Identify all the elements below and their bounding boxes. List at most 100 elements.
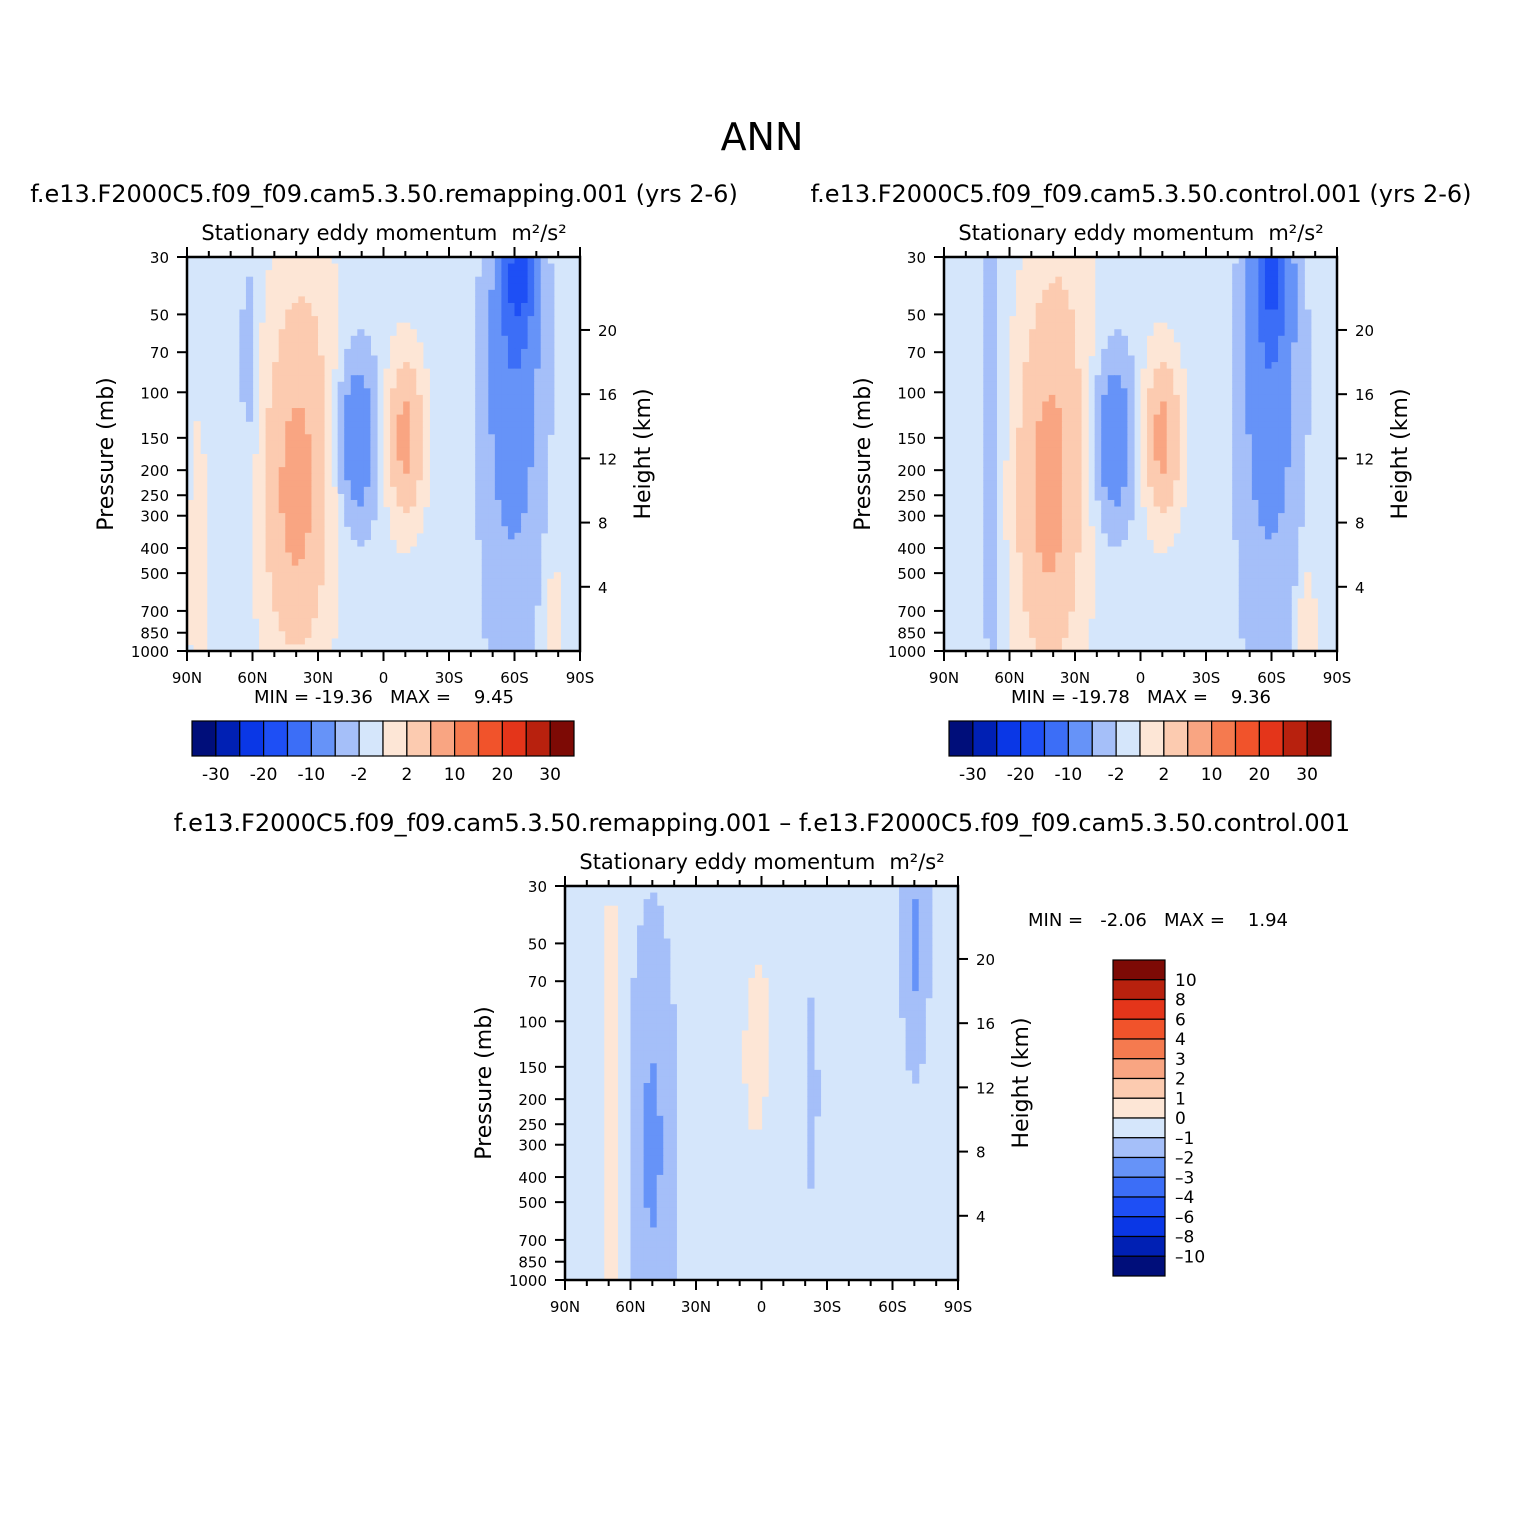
field-cell xyxy=(1061,506,1070,514)
field-cell xyxy=(1271,532,1279,540)
field-cell xyxy=(298,559,306,567)
field-cell xyxy=(1068,257,1076,265)
field-cell xyxy=(311,631,319,639)
field-cell xyxy=(1238,467,1246,475)
field-cell xyxy=(507,342,516,350)
field-cell xyxy=(1029,401,1037,409)
field-cell xyxy=(912,1063,920,1071)
field-cell xyxy=(291,644,299,651)
field-cell xyxy=(912,1017,920,1025)
field-cell xyxy=(899,918,907,926)
field-cell xyxy=(501,598,509,606)
field-cell xyxy=(1061,480,1070,488)
field-cell xyxy=(534,460,542,468)
field-cell xyxy=(252,578,260,586)
field-cell xyxy=(1278,408,1286,416)
field-cell xyxy=(983,480,991,488)
field-cell xyxy=(501,368,509,376)
field-cell xyxy=(1101,348,1109,357)
field-cell xyxy=(1055,513,1063,521)
field-cell xyxy=(521,605,529,613)
field-cell xyxy=(383,427,391,435)
field-cell xyxy=(663,1115,671,1123)
field-cell xyxy=(370,454,378,462)
field-cell xyxy=(983,519,991,527)
field-cell xyxy=(656,1122,664,1130)
field-cell xyxy=(1291,302,1299,311)
field-cell xyxy=(989,493,997,501)
field-cell xyxy=(265,296,273,304)
field-cell xyxy=(298,302,306,311)
field-cell xyxy=(272,322,280,330)
field-cell xyxy=(663,991,671,999)
field-cell xyxy=(311,454,319,462)
field-cell xyxy=(656,984,664,992)
field-cell xyxy=(1081,519,1089,527)
field-cell xyxy=(1009,440,1017,449)
field-cell xyxy=(494,329,502,337)
field-cell xyxy=(656,918,664,926)
field-cell xyxy=(259,578,267,586)
field-cell xyxy=(291,565,299,573)
field-cell xyxy=(656,1260,664,1268)
field-cell xyxy=(1094,467,1102,475)
field-cell xyxy=(1160,388,1168,396)
field-cell xyxy=(304,302,313,311)
field-cell xyxy=(637,1109,645,1117)
field-cell xyxy=(488,427,496,435)
field-cell xyxy=(475,454,483,462)
field-cell xyxy=(761,1004,769,1012)
field-cell xyxy=(637,1128,645,1137)
field-cell xyxy=(1147,394,1155,403)
field-cell xyxy=(604,905,612,913)
field-cell xyxy=(521,611,529,619)
colorbar-swatch xyxy=(239,720,265,757)
field-cell xyxy=(912,984,920,992)
field-cell xyxy=(324,381,332,389)
field-cell xyxy=(1055,316,1063,324)
field-cell xyxy=(656,1076,664,1084)
field-cell xyxy=(1081,270,1089,278)
field-cell xyxy=(475,467,483,475)
field-cell xyxy=(1284,394,1292,403)
field-cell xyxy=(272,388,280,396)
field-cell xyxy=(1029,408,1037,416)
field-cell xyxy=(1284,499,1292,508)
field-cell xyxy=(983,322,991,330)
field-cell xyxy=(1114,434,1122,442)
field-cell xyxy=(1258,454,1266,462)
field-cell xyxy=(291,362,299,370)
field-cell xyxy=(1081,257,1089,265)
field-cell xyxy=(1278,499,1286,508)
colorbar-swatch xyxy=(1020,720,1046,757)
field-cell xyxy=(265,427,273,435)
field-cell xyxy=(1022,532,1030,540)
field-cell xyxy=(1310,605,1318,613)
field-cell xyxy=(488,388,496,396)
field-cell xyxy=(1022,421,1030,429)
field-cell xyxy=(363,499,371,508)
field-cell xyxy=(1055,499,1063,508)
field-cell xyxy=(754,1069,763,1078)
field-cell xyxy=(1035,440,1043,449)
field-cell xyxy=(494,427,502,435)
field-cell xyxy=(1016,388,1024,396)
field-cell xyxy=(754,971,763,979)
field-cell xyxy=(1094,454,1102,462)
field-cell xyxy=(304,559,313,567)
field-cell xyxy=(1238,296,1246,304)
field-cell xyxy=(350,388,358,396)
field-cell xyxy=(1061,545,1070,554)
field-cell xyxy=(475,434,483,442)
field-cell xyxy=(1232,263,1240,271)
field-cell xyxy=(1173,427,1181,435)
field-cell xyxy=(637,997,645,1005)
field-cell xyxy=(1107,362,1115,370)
field-cell xyxy=(1258,552,1266,560)
field-cell xyxy=(272,532,280,540)
field-cell xyxy=(357,348,365,357)
field-cell xyxy=(357,480,365,488)
field-cell xyxy=(534,322,542,330)
field-cell xyxy=(1297,637,1305,646)
field-cell xyxy=(1238,368,1246,376)
